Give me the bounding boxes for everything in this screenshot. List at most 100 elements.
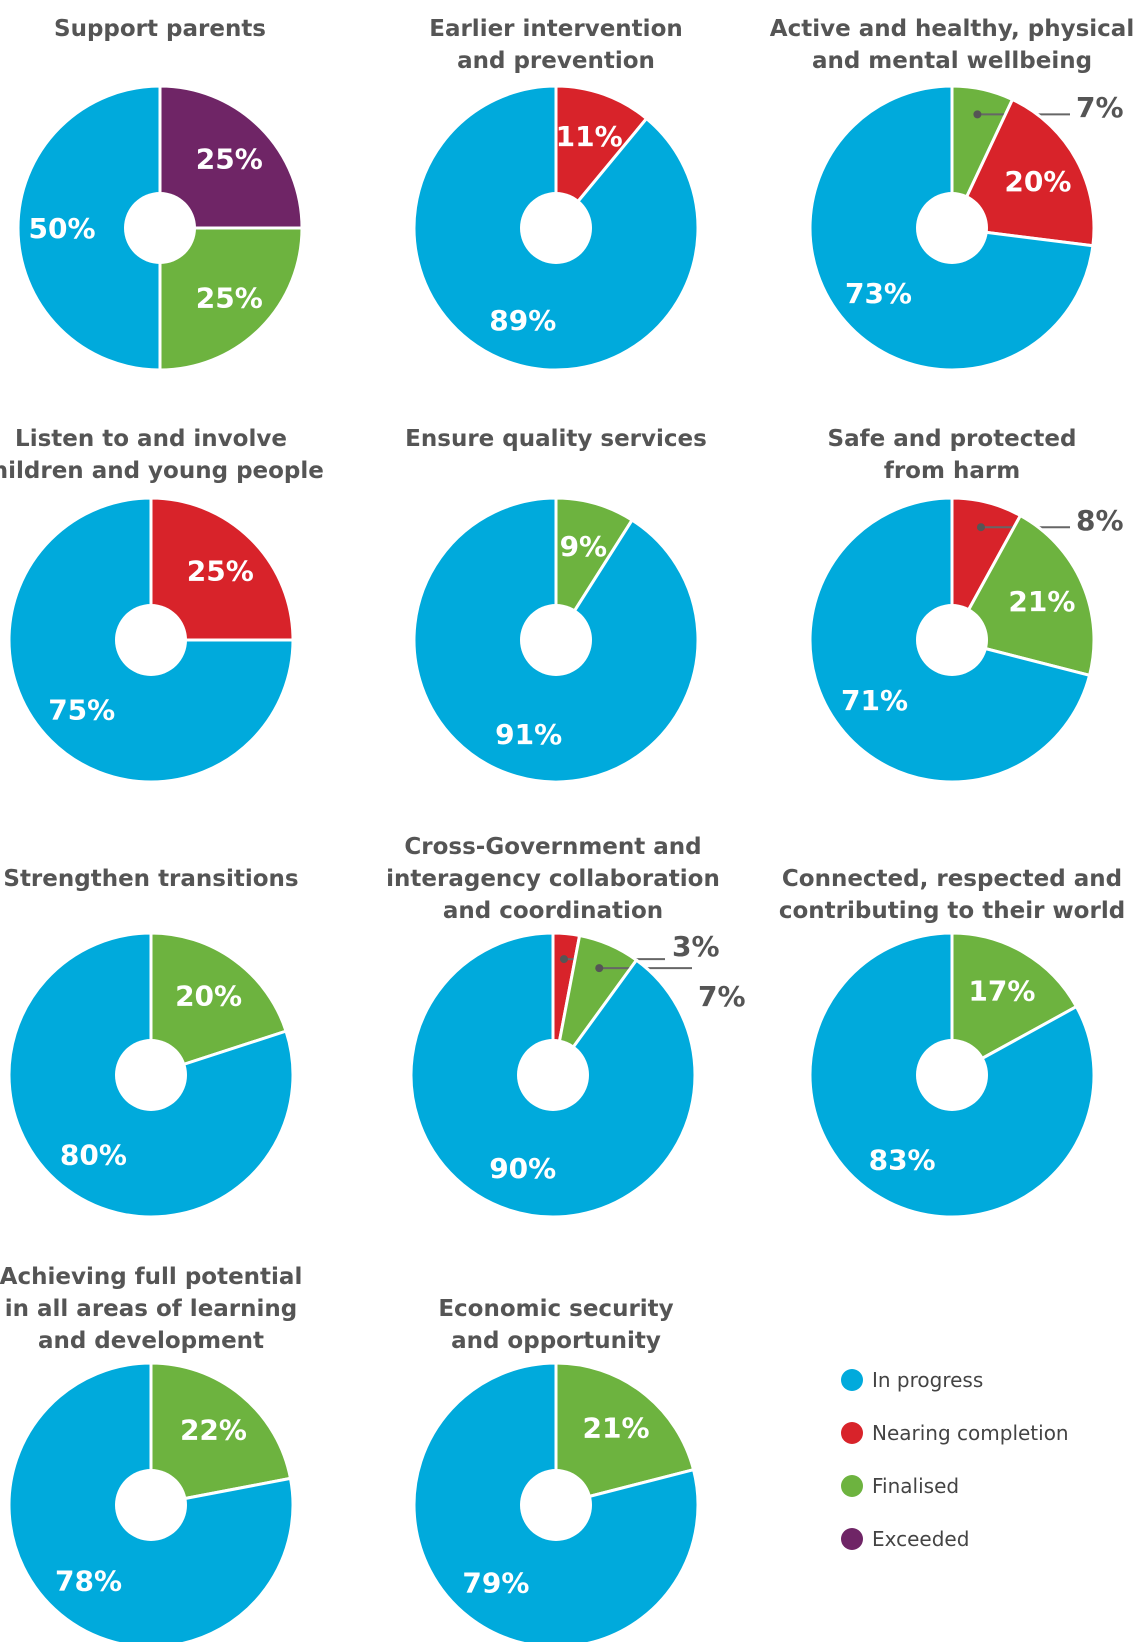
donut-hole — [916, 604, 988, 676]
slice-label: 8% — [1076, 504, 1124, 537]
pie-slice-nearing-completion — [149, 496, 295, 642]
callout-dot — [973, 110, 982, 119]
donut-chart: Active and healthy, physical and mental w… — [770, 16, 1134, 372]
legend-label: Nearing completion — [872, 1421, 1069, 1445]
slice-label: 91% — [495, 718, 562, 751]
legend-swatch — [841, 1369, 863, 1391]
donut-hole — [520, 1469, 592, 1541]
donut-chart: Strengthen transitions 20% 80% — [3, 866, 299, 1219]
slice-label: 17% — [968, 975, 1035, 1008]
donut-chart: Connected, respected and contributing to … — [779, 866, 1125, 1219]
chart-title: Strengthen transitions — [3, 866, 298, 892]
chart-title: Economic security — [438, 1296, 673, 1322]
donut-hole — [115, 1039, 187, 1111]
slice-label: 25% — [187, 555, 254, 588]
chart-title: children and young people — [0, 458, 324, 484]
slice-label: 21% — [1008, 585, 1075, 618]
chart-title: Connected, respected and — [782, 866, 1122, 892]
chart-title: Achieving full potential — [0, 1264, 302, 1290]
slice-label: 80% — [60, 1138, 127, 1171]
legend-swatch — [841, 1475, 863, 1497]
slice-label: 71% — [841, 684, 908, 717]
slice-label: 25% — [196, 281, 263, 314]
donut-hole — [124, 192, 196, 264]
legend: In progress Nearing completion Finalised Ex… — [841, 1368, 1069, 1551]
legend-item: Exceeded — [841, 1527, 969, 1551]
chart-title: Listen to and involve — [15, 426, 287, 452]
chart-title: and prevention — [457, 48, 655, 74]
pie-slice-in-progress — [7, 496, 295, 784]
slice-label: 79% — [462, 1566, 529, 1599]
legend-item: Nearing completion — [841, 1421, 1069, 1445]
legend-label: Finalised — [872, 1474, 959, 1498]
donut-chart: Economic security and opportunity 21% 79% — [412, 1296, 700, 1642]
chart-title: interagency collaboration — [386, 866, 720, 892]
chart-title: from harm — [884, 458, 1020, 484]
pie-slice-finalised — [554, 496, 634, 642]
pie-slice-finalised — [149, 1361, 292, 1507]
slice-label: 89% — [489, 304, 556, 337]
donut-chart: Ensure quality services 9% 91% — [405, 426, 707, 784]
donut-hole — [517, 1039, 589, 1111]
slice-label: 90% — [489, 1152, 556, 1185]
slice-label: 21% — [583, 1412, 650, 1445]
pie-slice-finalised — [158, 226, 304, 372]
slice-label: 3% — [672, 930, 720, 963]
slice-label: 7% — [698, 980, 746, 1013]
charts-layer: Support parents 25% 25% 50% Earlier interven… — [0, 16, 1134, 1642]
donut-chart: Support parents 25% 25% 50% — [16, 16, 304, 372]
legend-item: In progress — [841, 1368, 983, 1392]
pie-slice-finalised — [950, 931, 1078, 1077]
chart-title: and mental wellbeing — [812, 48, 1092, 74]
pie-slice-finalised — [554, 1361, 696, 1507]
legend-label: Exceeded — [872, 1527, 969, 1551]
callout-dot — [559, 955, 568, 964]
donut-hole — [916, 1039, 988, 1111]
pie-slice-nearing-completion — [554, 84, 649, 230]
slice-label: 7% — [1076, 91, 1124, 124]
legend-item: Finalised — [841, 1474, 959, 1498]
chart-title: Ensure quality services — [405, 426, 707, 452]
chart-title: Support parents — [54, 16, 266, 42]
donut-chart: Cross-Government and interagency collabor… — [386, 834, 746, 1219]
slice-label: 20% — [175, 980, 242, 1013]
slice-label: 73% — [845, 277, 912, 310]
legend-swatch — [841, 1422, 863, 1444]
chart-title: and development — [38, 1328, 264, 1354]
donut-chart: Earlier intervention and prevention 11% 89% — [412, 16, 700, 372]
legend-swatch — [841, 1528, 863, 1550]
pie-slice-nearing-completion — [950, 98, 1096, 248]
legend-label: In progress — [872, 1368, 983, 1392]
donut-hole — [115, 604, 187, 676]
donut-chart: Safe and protected from harm 8% 21% 71% — [808, 426, 1124, 784]
donut-hole — [520, 604, 592, 676]
donut-chart: Achieving full potential in all areas of … — [0, 1264, 302, 1642]
slice-label: 22% — [180, 1413, 247, 1446]
chart-title: and coordination — [443, 898, 663, 924]
chart-title: Active and healthy, physical — [770, 16, 1134, 42]
slice-label: 25% — [196, 143, 263, 176]
slice-label: 11% — [556, 120, 623, 153]
chart-title: in all areas of learning — [5, 1296, 298, 1322]
slice-label: 50% — [28, 212, 95, 245]
donut-hole — [115, 1469, 187, 1541]
slice-label: 78% — [55, 1565, 122, 1598]
pie-slice-in-progress — [16, 84, 162, 372]
chart-title: and opportunity — [451, 1328, 661, 1354]
donut-hole — [916, 192, 988, 264]
donut-hole — [520, 192, 592, 264]
pie-slice-finalised — [149, 931, 288, 1077]
pie-slice-in-progress — [412, 1361, 700, 1642]
slice-label: 20% — [1004, 165, 1071, 198]
chart-title: contributing to their world — [779, 898, 1125, 924]
chart-title: Safe and protected — [828, 426, 1077, 452]
slice-label: 83% — [869, 1143, 936, 1176]
chart-title: Earlier intervention — [429, 16, 683, 42]
chart-title: Cross-Government and — [404, 834, 701, 860]
donut-chart: Listen to and involve children and young … — [0, 426, 324, 784]
pie-slice-exceeded — [158, 84, 304, 230]
slice-label: 9% — [560, 530, 608, 563]
callout-dot — [976, 523, 985, 532]
callout-dot — [595, 964, 604, 973]
